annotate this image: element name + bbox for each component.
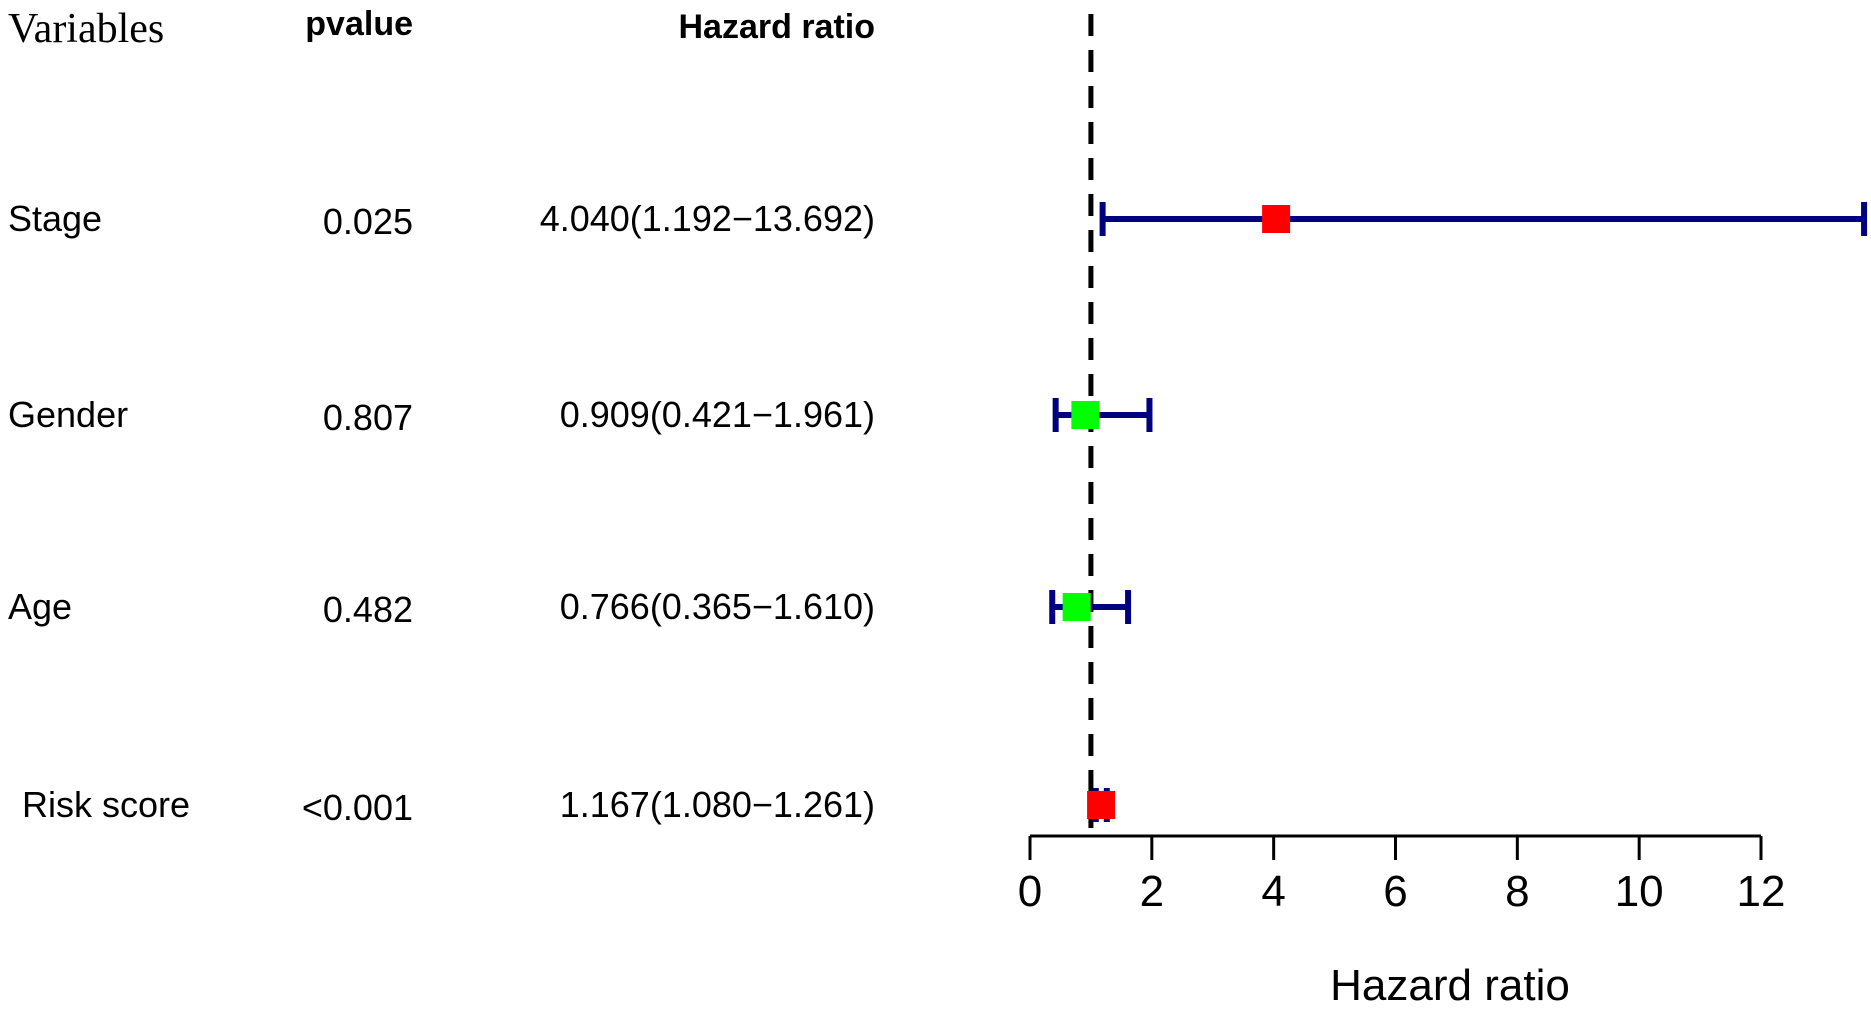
header-pvalue: pvalue: [305, 5, 413, 43]
table-rows: Stage 0.025 4.040(1.192−13.692) Gender 0.807…: [8, 198, 875, 828]
x-tick-label-4: 4: [1261, 867, 1285, 916]
header-variables: Variables: [8, 6, 164, 52]
x-tick-label-2: 2: [1140, 867, 1164, 916]
hazard-ratio-text-stage: 4.040(1.192−13.692): [540, 198, 875, 239]
header-hazard-ratio: Hazard ratio: [679, 8, 876, 46]
hazard-ratio-text-risk-score: 1.167(1.080−1.261): [560, 784, 875, 825]
hazard-ratio-text-age: 0.766(0.365−1.610): [560, 586, 875, 627]
hazard-ratio-text-gender: 0.909(0.421−1.961): [560, 394, 875, 435]
hr-marker-stage: [1262, 205, 1291, 233]
plot-area: [1049, 14, 1868, 836]
variable-label-stage: Stage: [8, 198, 102, 239]
x-tick-label-0: 0: [1018, 867, 1042, 916]
hr-marker-risk-score: [1087, 791, 1116, 819]
variable-label-age: Age: [8, 586, 72, 627]
x-tick-label-8: 8: [1505, 867, 1529, 916]
x-tick-label-6: 6: [1383, 867, 1407, 916]
variable-label-gender: Gender: [8, 394, 128, 435]
hr-marker-gender: [1071, 401, 1100, 429]
x-axis: 0 2 4 6 8 10 12: [1018, 834, 1786, 916]
x-tick-label-10: 10: [1615, 867, 1664, 916]
pvalue-risk-score: <0.001: [302, 787, 413, 828]
variable-label-risk-score: Risk score: [22, 784, 190, 825]
x-tick-label-12: 12: [1737, 867, 1786, 916]
pvalue-age: 0.482: [323, 589, 413, 630]
hr-marker-age: [1062, 593, 1091, 621]
pvalue-stage: 0.025: [323, 201, 413, 242]
pvalue-gender: 0.807: [323, 397, 413, 438]
x-axis-label: Hazard ratio: [1330, 961, 1570, 1010]
